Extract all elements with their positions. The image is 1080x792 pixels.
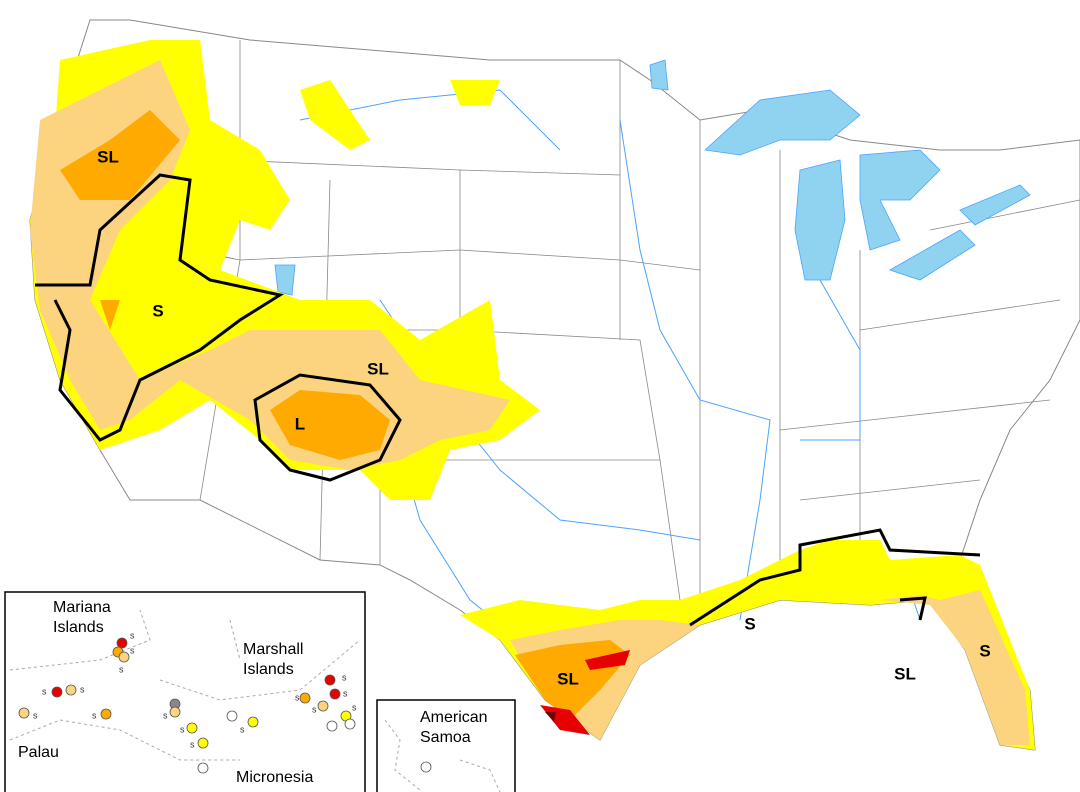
impact-label: S [979, 641, 990, 660]
inset-label: American Samoa [420, 709, 488, 746]
text-line: Islands [243, 661, 294, 678]
dot-label: s [130, 630, 135, 640]
impact-label: S [152, 301, 163, 320]
impact-label: S [744, 614, 755, 633]
inset-label: Mariana Islands [53, 599, 111, 636]
dot-label: s [352, 702, 357, 712]
island-dots [18, 637, 356, 774]
text-line: Mariana [53, 599, 111, 616]
drought-areas [30, 40, 1035, 750]
pacific-inset [4, 591, 366, 792]
dot-label: s [42, 686, 47, 696]
island-outlines [9, 609, 361, 761]
impact-label: SL [894, 664, 916, 683]
dot-label: s [312, 704, 317, 714]
rivers [149, 89, 921, 641]
dot-label: s [163, 710, 168, 720]
dot-label: s [190, 739, 195, 749]
dot-label: s [295, 692, 300, 702]
dot-label: s [342, 672, 347, 682]
dot-label: s [119, 664, 124, 674]
text-line: Marshall [243, 641, 303, 658]
inset-label: Palau [18, 744, 59, 761]
dot-label: s [240, 724, 245, 734]
dot-label: s [92, 710, 97, 720]
impact-label: SL [367, 359, 389, 378]
dot-label: s [343, 688, 348, 698]
impact-label: SL [97, 147, 119, 166]
lakes [274, 59, 1031, 296]
text-line: Samoa [420, 729, 471, 746]
island-dot [420, 761, 432, 773]
dot-labels: s s s s s s s s s s s s s s s s [33, 630, 357, 749]
island-outlines [384, 719, 501, 792]
dot-label: s [80, 684, 85, 694]
text-line: Islands [53, 619, 104, 636]
inset-label: Marshall Islands [243, 641, 303, 678]
impact-boundaries [35, 173, 981, 627]
samoa-inset [376, 699, 516, 792]
dot-label: s [130, 645, 135, 655]
impact-label: L [295, 414, 305, 433]
dot-label: s [180, 724, 185, 734]
text-line: American [420, 709, 488, 726]
inset-label: Micronesia [236, 769, 313, 786]
impact-label: SL [557, 669, 579, 688]
dot-label: s [33, 710, 38, 720]
